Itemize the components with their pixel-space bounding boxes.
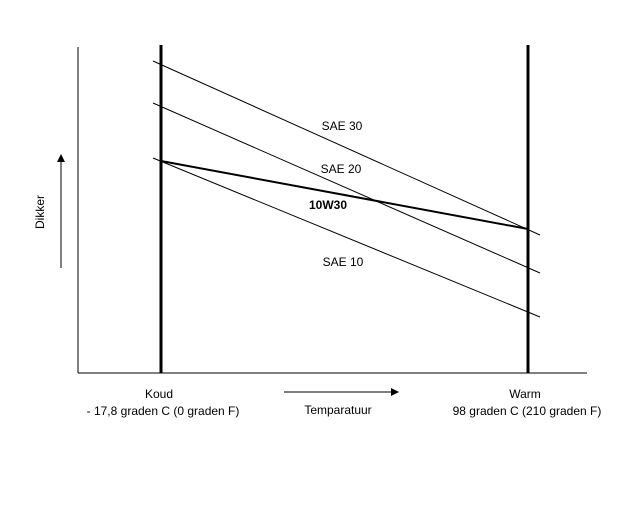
warm-title: Warm bbox=[509, 387, 541, 401]
y-axis-label: Dikker bbox=[33, 195, 47, 229]
x-axis-label: Temparatuur bbox=[304, 403, 371, 417]
warm-value: 98 graden C (210 graden F) bbox=[453, 404, 602, 418]
sae20-line bbox=[152, 102, 541, 274]
w10w30-line bbox=[160, 160, 529, 230]
sae30-label: SAE 30 bbox=[322, 119, 363, 133]
up-arrow-icon bbox=[57, 154, 65, 162]
sae30-line bbox=[152, 60, 541, 236]
sae20-label: SAE 20 bbox=[321, 162, 362, 176]
cold-value: - 17,8 graden C (0 graden F) bbox=[87, 404, 240, 418]
right-arrow-icon bbox=[391, 388, 399, 396]
w10w30-label: 10W30 bbox=[309, 198, 347, 212]
sae10-line bbox=[152, 157, 541, 318]
sae10-label: SAE 10 bbox=[323, 255, 364, 269]
cold-title: Koud bbox=[145, 387, 173, 401]
